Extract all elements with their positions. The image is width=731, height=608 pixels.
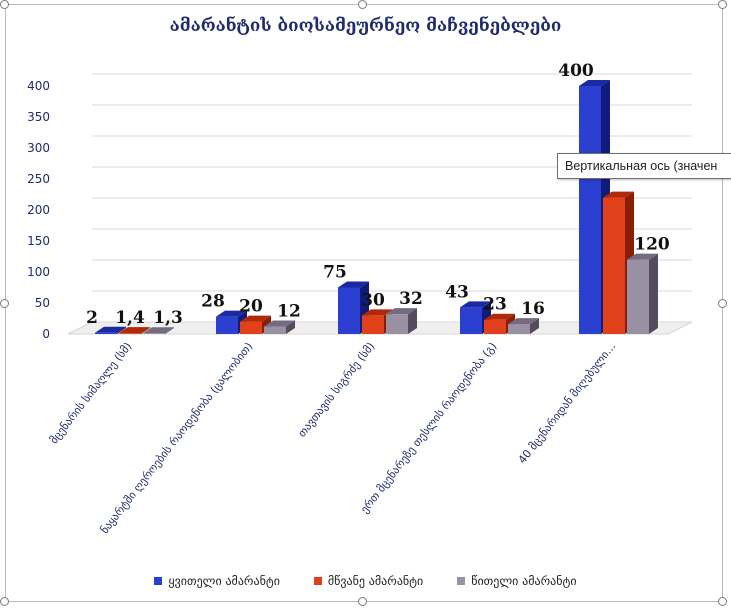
y-tick-label: 50	[35, 296, 50, 310]
data-label: 20	[239, 297, 263, 317]
legend-item-green-amaranth[interactable]: მწვანე ამარანტი	[313, 574, 424, 588]
bar-top	[143, 327, 174, 334]
resize-handle-middle-right[interactable]	[718, 299, 727, 308]
bar	[143, 333, 165, 334]
legend-label-green: მწვანე ამარანტი	[327, 574, 424, 588]
resize-handle-bottom-left[interactable]	[0, 597, 9, 606]
bar	[95, 332, 117, 334]
bar-top	[508, 318, 539, 325]
data-label: 12	[277, 302, 301, 322]
bar-top	[627, 253, 658, 260]
bar-side	[408, 308, 417, 334]
bar	[264, 326, 286, 334]
x-tick-label: ნაყარტში ღეროების რაოდენობა (ცალობით)	[98, 340, 255, 536]
data-label: 120	[634, 235, 670, 255]
bar	[627, 259, 649, 334]
bar	[386, 314, 408, 334]
x-tick-label: 40 მცენარიდან მიღებული…	[516, 340, 619, 466]
chart-title[interactable]: ამარანტის ბიოსამეურნეო მაჩვენებლები	[169, 16, 562, 36]
bar-side	[649, 253, 658, 334]
bar	[460, 307, 482, 334]
resize-handle-middle-left[interactable]	[0, 299, 9, 308]
bar-side	[117, 326, 126, 334]
legend-swatch-green	[313, 577, 322, 585]
legend-swatch-yellow	[154, 577, 163, 585]
data-label: 400	[558, 61, 594, 81]
bar-top	[240, 315, 271, 322]
resize-handle-bottom-middle[interactable]	[358, 597, 367, 606]
bar	[484, 319, 506, 334]
y-tick-label: 350	[27, 110, 50, 124]
legend-item-yellow-amaranth[interactable]: ყვითელი ამარანტი	[154, 574, 280, 588]
x-tick-label: თავთავის სიგრძე (სმ)	[295, 340, 377, 440]
bar	[240, 321, 262, 334]
x-tick-label: მცენარის სიმაღლე (სმ)	[47, 340, 134, 446]
y-tick-label: 100	[27, 265, 50, 279]
bar-top	[386, 308, 417, 315]
bar-top	[216, 310, 247, 317]
bar	[579, 86, 601, 334]
bar-side	[141, 327, 150, 334]
legend-swatch-red	[457, 577, 466, 585]
data-label: 43	[445, 282, 469, 302]
bar	[362, 315, 384, 334]
bar-top	[579, 80, 610, 86]
data-label: 30	[361, 290, 385, 310]
data-label: 23	[483, 295, 507, 315]
legend-item-red-amaranth[interactable]: წითელი ამარანტი	[457, 574, 577, 588]
bar	[216, 316, 238, 334]
bar-top	[119, 327, 150, 334]
bar-top	[338, 281, 369, 288]
legend-label-yellow: ყვითელი ამარანტი	[168, 574, 280, 588]
bar-side	[286, 320, 295, 334]
bar	[603, 197, 625, 334]
data-label: 1,3	[153, 308, 183, 328]
bar-side	[530, 318, 539, 334]
data-label: 1,4	[115, 308, 145, 328]
data-label: 75	[323, 263, 347, 283]
resize-handle-bottom-right[interactable]	[718, 597, 727, 606]
data-label: 28	[201, 292, 225, 312]
x-tick-label: ერთ მცენარეზე თესლის რაოდენობა (გ)	[358, 340, 499, 516]
y-tick-label: 150	[27, 234, 50, 248]
bar-top	[603, 191, 634, 198]
bar-top	[362, 309, 393, 316]
bar-side	[165, 327, 174, 334]
bar-top	[460, 301, 491, 308]
bar-top	[264, 320, 295, 327]
y-tick-label: 200	[27, 203, 50, 217]
axis-tooltip: Вертикальная ось (значен	[557, 153, 731, 179]
bar	[508, 324, 530, 334]
legend[interactable]: ყვითელი ამარანტი მწვანე ამარანტი წითელი …	[0, 574, 731, 588]
y-tick-label: 400	[27, 79, 50, 93]
data-label: 16	[521, 299, 545, 319]
resize-handle-top-middle[interactable]	[358, 0, 367, 9]
bar	[338, 287, 360, 334]
y-tick-label: 300	[27, 141, 50, 155]
bar-top	[484, 313, 515, 320]
bar	[119, 333, 141, 334]
data-label: 32	[399, 289, 423, 309]
data-label: 2	[86, 308, 98, 328]
resize-handle-top-right[interactable]	[718, 0, 727, 9]
bar-top	[95, 326, 126, 333]
y-tick-label: 250	[27, 172, 50, 186]
y-tick-label: 0	[42, 327, 50, 341]
resize-handle-top-left[interactable]	[0, 0, 9, 9]
legend-label-red: წითელი ამარანტი	[471, 574, 577, 588]
